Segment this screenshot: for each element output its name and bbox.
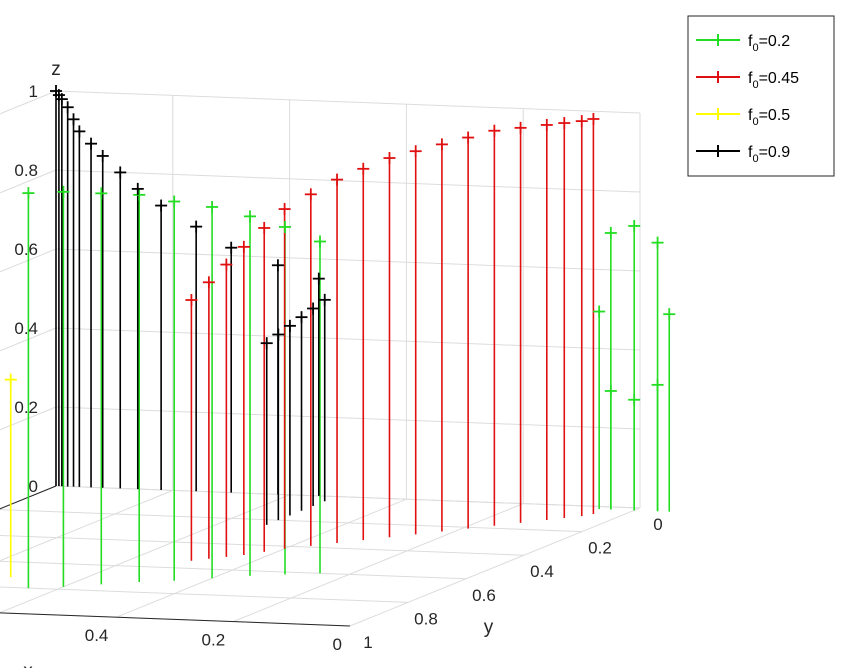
grid-layer (0, 90, 641, 627)
z-tick-label: 0.8 (14, 161, 38, 180)
gridline-wall-x1 (0, 327, 57, 352)
gridline-wall-y0 (55, 169, 641, 193)
z-axis-title: z (51, 59, 61, 80)
legend-label-1: f0=0.45 (748, 70, 799, 91)
gridline-wall-x1 (0, 169, 57, 194)
tick-layer: 00.20.40.60.8100.20.40.60.8100.20.40.60.… (14, 59, 662, 668)
gridline-wall-y0 (55, 248, 641, 272)
gridline-wall-x1 (0, 406, 57, 431)
y-tick-label: 0 (653, 515, 662, 534)
gridline-floor-x (233, 503, 524, 623)
gridline-floor-x (116, 498, 407, 618)
legend: f0=0.2 f0=0.45 f0=0.5 f0=0.9 (687, 15, 835, 177)
legend-label-2: f0=0.5 (748, 107, 790, 128)
gridline-wall-y0 (55, 406, 641, 430)
legend-label-0: f0=0.2 (748, 33, 790, 54)
y-tick-label: 0.6 (472, 586, 496, 605)
gridline-floor-y (0, 560, 467, 580)
z-tick-label: 0.4 (14, 319, 38, 338)
z-tick-label: 0.2 (14, 398, 38, 417)
z-tick-label: 1 (29, 82, 38, 101)
x-axis-title: x (23, 661, 33, 668)
gridline-floor-y (0, 509, 583, 533)
y-tick-label: 0.4 (530, 562, 554, 581)
y-tick-label: 0.8 (414, 609, 438, 628)
gridline-wall-x1 (0, 248, 57, 273)
stem-layer (9, 91, 671, 589)
x-axis-line (0, 612, 351, 627)
gridline-wall-x1 (0, 90, 57, 115)
gridline-wall-y0 (55, 90, 641, 114)
z-tick-label: 0.6 (14, 240, 38, 259)
x-tick-label: 0.2 (202, 631, 226, 650)
legend-box (687, 15, 835, 177)
gridline-floor-y (0, 534, 525, 556)
y-tick-label: 0.2 (588, 539, 612, 558)
y-axis-line (0, 485, 57, 510)
gridline-floor-x (349, 507, 641, 627)
x-tick-label: 0 (333, 635, 342, 654)
y-axis-title: y (484, 617, 494, 638)
y-tick-label: 1 (363, 633, 372, 652)
legend-label-3: f0=0.9 (748, 144, 790, 165)
gridline-wall-y0 (55, 485, 641, 509)
gridline-wall-y0 (55, 327, 641, 351)
x-tick-label: 0.4 (85, 626, 109, 645)
z-tick-label: 0 (29, 477, 38, 496)
gridline-floor-y (0, 586, 409, 603)
gridline-floor-x (0, 494, 290, 614)
marker-layer (4, 85, 676, 406)
